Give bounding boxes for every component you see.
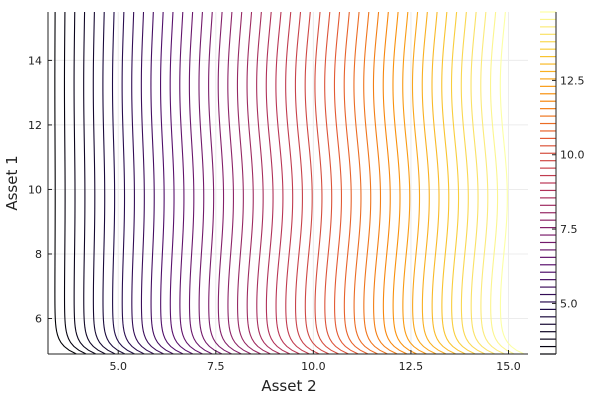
contour-line	[441, 12, 466, 354]
contour-line	[499, 12, 525, 354]
contour-line	[275, 12, 300, 354]
axes	[47, 12, 528, 355]
contour-line	[236, 12, 262, 354]
contour-line	[150, 12, 174, 354]
y-tick-label: 14	[28, 54, 42, 67]
contour-line	[382, 12, 408, 354]
x-tick-label: 12.5	[399, 360, 424, 373]
y-tick-label: 10	[28, 183, 42, 196]
contour-line	[131, 12, 155, 354]
x-tick-label: 5.0	[109, 360, 127, 373]
contour-line	[489, 12, 515, 354]
y-axis-label: Asset 1	[3, 155, 21, 210]
x-axis-label: Asset 2	[261, 377, 316, 395]
contour-line	[314, 12, 339, 354]
y-tick-label: 8	[35, 248, 42, 261]
x-ticks: 5.0 7.5 10.0 12.5 15.0	[109, 350, 521, 373]
contour-line	[92, 12, 116, 354]
contour-line	[265, 12, 291, 354]
contour-line	[208, 12, 232, 354]
contour-line	[460, 12, 486, 354]
contour-line	[83, 12, 106, 354]
contour-line	[102, 12, 126, 354]
colorbar-tick-label: 7.5	[560, 223, 578, 236]
contour-line	[450, 12, 476, 354]
contour-line	[392, 12, 417, 354]
colorbar-tick-label: 5.0	[560, 297, 578, 310]
y-ticks: 6 8 10 12 14	[28, 54, 52, 326]
colorbar-tick-label: 12.5	[560, 74, 585, 87]
contour-line	[169, 12, 194, 354]
contour-line	[470, 12, 496, 354]
contour-line	[304, 12, 330, 354]
contour-line	[256, 12, 281, 354]
contour-line	[246, 12, 271, 354]
contour-line	[285, 12, 310, 354]
contour-line	[353, 12, 378, 354]
contour-line	[54, 12, 77, 354]
contour-line	[179, 12, 203, 354]
contour-line	[333, 12, 359, 354]
contour-line	[480, 12, 505, 354]
contour-line	[227, 12, 252, 354]
contour-line	[63, 12, 87, 354]
contour-line	[411, 12, 437, 354]
contour-line	[160, 12, 184, 354]
x-tick-label: 10.0	[301, 360, 326, 373]
contour-line	[421, 12, 447, 354]
x-tick-label: 15.0	[496, 360, 521, 373]
y-tick-label: 6	[35, 313, 42, 326]
contour-line	[198, 12, 223, 354]
contour-line	[324, 12, 349, 354]
grid	[48, 12, 528, 354]
contour-line	[121, 12, 145, 354]
contour-line	[294, 12, 320, 354]
contour-line	[372, 12, 398, 354]
contour-line	[140, 12, 165, 354]
colorbar: 5.0 7.5 10.0 12.5	[540, 11, 585, 355]
contour-line	[363, 12, 388, 354]
contour-lines	[54, 12, 525, 354]
contour-line	[73, 12, 97, 354]
contour-line	[217, 12, 242, 354]
y-tick-label: 12	[28, 119, 42, 132]
contour-line	[111, 12, 135, 354]
contour-line	[343, 12, 369, 354]
contour-line	[188, 12, 213, 354]
contour-line	[431, 12, 457, 354]
contour-line	[402, 12, 427, 354]
x-tick-label: 7.5	[207, 360, 225, 373]
colorbar-tick-label: 10.0	[560, 149, 585, 162]
